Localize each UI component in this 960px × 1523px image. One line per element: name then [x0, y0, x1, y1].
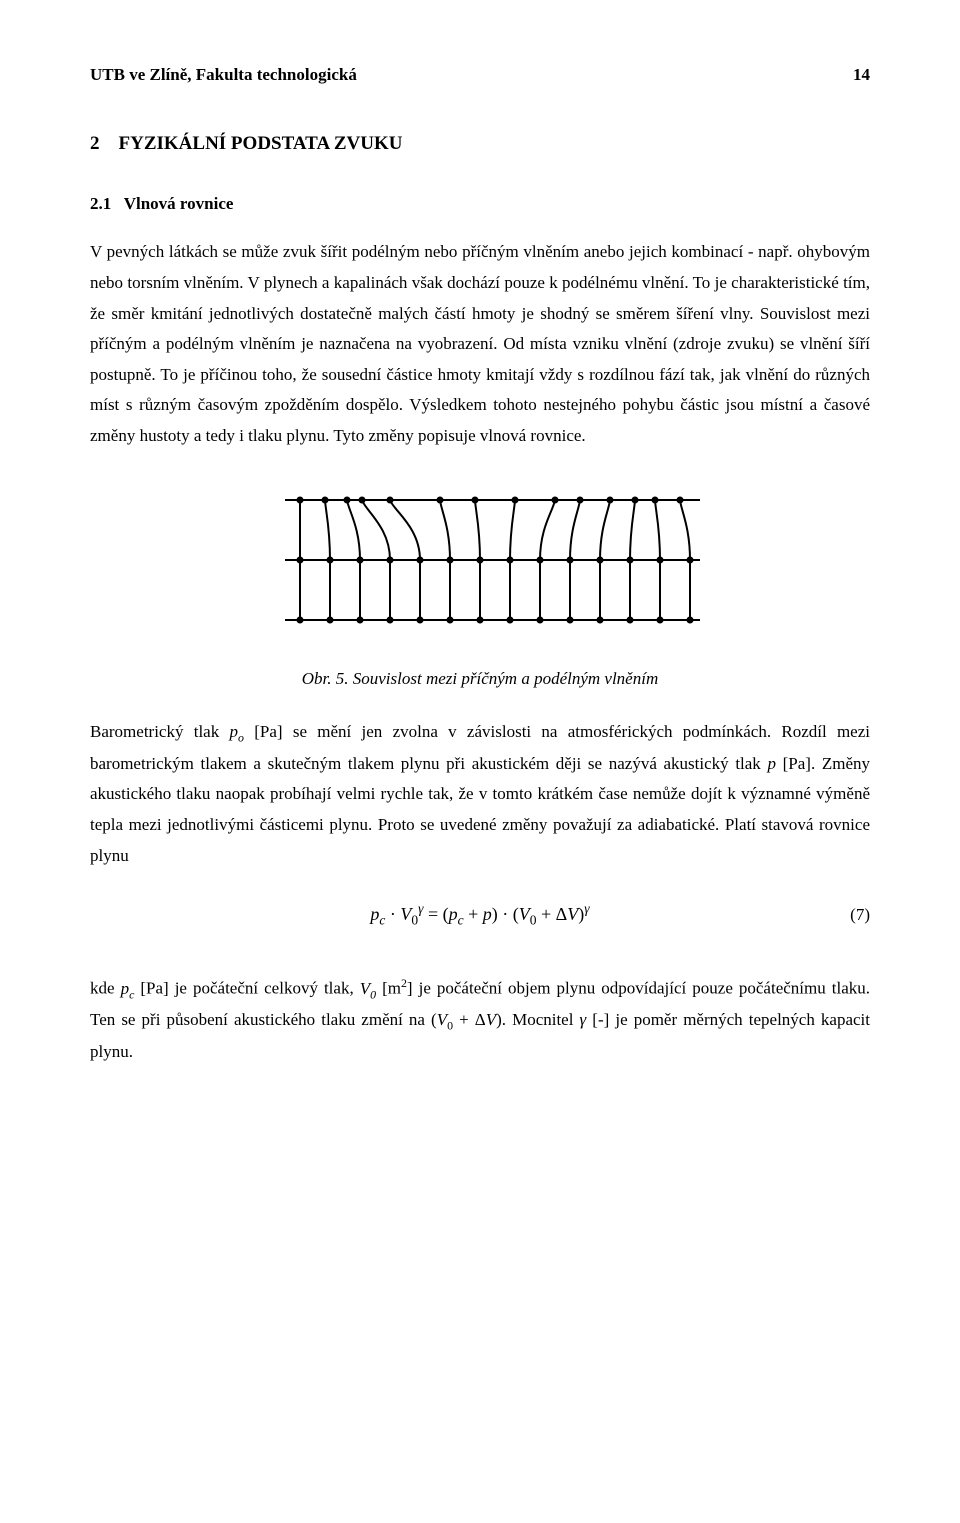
paragraph-3: kde pc [Pa] je počáteční celkový tlak, V… — [90, 973, 870, 1068]
section-number: 2 — [90, 133, 100, 154]
section-heading: 2 FYZIKÁLNÍ PODSTATA ZVUKU — [90, 127, 870, 161]
subsection-heading: 2.1 Vlnová rovnice — [90, 189, 870, 220]
paragraph-1: V pevných látkách se může zvuk šířit pod… — [90, 237, 870, 451]
equation-7: pc · V0γ = (pc + p) · (V0 + ΔV)γ (7) — [90, 897, 870, 933]
figure-5 — [90, 480, 870, 651]
section-title: FYZIKÁLNÍ PODSTATA ZVUKU — [119, 133, 403, 154]
equation-number: (7) — [850, 900, 870, 931]
equation-body: pc · V0γ = (pc + p) · (V0 + ΔV)γ — [370, 897, 589, 933]
figure-5-caption: Obr. 5. Souvislost mezi příčným a podéln… — [90, 664, 870, 695]
page-header: UTB ve Zlíně, Fakulta technologická 14 — [90, 60, 870, 91]
subsection-number: 2.1 — [90, 194, 111, 213]
paragraph-2: Barometrický tlak po [Pa] se mění jen zv… — [90, 717, 870, 871]
wave-diagram — [260, 480, 700, 640]
header-left: UTB ve Zlíně, Fakulta technologická — [90, 60, 357, 91]
subsection-title-text: Vlnová rovnice — [124, 194, 234, 213]
header-page-number: 14 — [853, 60, 870, 91]
